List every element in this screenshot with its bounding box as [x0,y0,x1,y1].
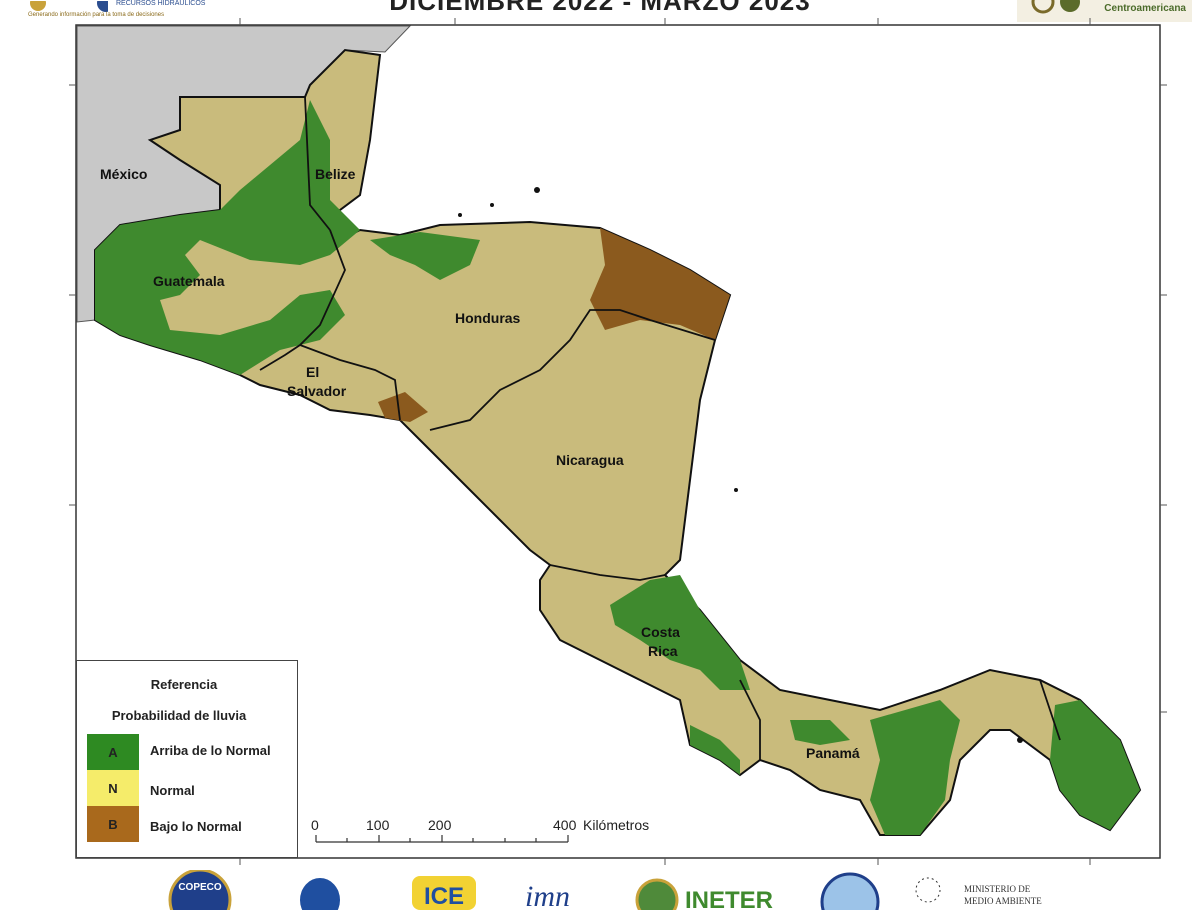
legend-label-normal: Normal [150,783,195,798]
legend-title: Referencia [150,677,218,692]
country-borders [259,96,1061,760]
logo-recursos-hidraulicos: RECURSOS HIDRÁULICOS Generando informaci… [28,0,206,22]
scale-label-400: 400 [553,817,577,833]
area-above-normal-osa [690,725,740,775]
logo-text: Centroamericana [1104,3,1186,14]
logo-imn: imn [515,870,605,915]
svg-text:MINISTERIO DE: MINISTERIO DE [964,884,1031,894]
logo-ineter: INETER [635,870,795,915]
region-above-normal [95,100,1140,835]
area-above-normal-costa-rica [610,575,750,690]
label-el-salvador-2: Salvador [287,383,347,399]
logo-text: RECURSOS HIDRÁULICOS [116,0,206,7]
area-above-normal-guatemala [95,100,360,375]
label-honduras: Honduras [455,310,521,326]
logo-emblem-icon [1031,0,1080,14]
legend-label-above: Arriba de lo Normal [150,743,271,758]
legend-label-below: Bajo lo Normal [150,819,242,834]
svg-text:MEDIO AMBIENTE: MEDIO AMBIENTE [964,896,1042,906]
footer-logos: COPECO ICE imn INETER MINISTERIO DE MEDIO… [0,862,1200,915]
graticule-ticks [69,18,1167,865]
label-mexico: México [100,166,147,182]
area-above-normal-panama-w [790,720,850,745]
logo-ministerio-medio-ambiente: MINISTERIO DE MEDIO AMBIENTE [910,870,1070,915]
logo-centroamericana: Centroamericana [1017,0,1192,22]
area-above-normal-panama-c [870,700,960,835]
legend-subtitle: Probabilidad de lluvia [111,708,247,723]
islands [458,187,1023,743]
legend-swatch-below: B [87,806,139,842]
label-panama: Panamá [806,745,860,761]
label-costa-rica-2: Rica [648,643,678,659]
label-nicaragua: Nicaragua [556,452,624,468]
area-below-normal-fonseca [378,392,428,422]
map-title: DICIEMBRE 2022 - MARZO 2023 [389,0,811,16]
label-belize: Belize [315,166,356,182]
scale-unit: Kilómetros [583,817,650,833]
scale-label-100: 100 [366,817,390,833]
logo-copeco: COPECO [165,868,235,915]
svg-text:COPECO: COPECO [178,882,222,893]
logo-ice: ICE [410,870,480,915]
scale-bar [315,835,569,843]
logo-seal [818,870,882,915]
legend-swatch-above: A [87,734,139,770]
scale-label-200: 200 [428,817,452,833]
legend: Referencia Probabilidad de lluvia A Arri… [76,660,298,858]
logo-tagline: Generando información para la toma de de… [28,12,165,18]
scale-label-0: 0 [311,817,319,833]
label-el-salvador-1: El [306,364,319,380]
svg-text:INETER: INETER [685,887,773,910]
area-above-normal-honduras [370,232,480,280]
label-guatemala: Guatemala [153,273,225,289]
legend-swatch-normal: N [87,770,139,806]
logo-blue-swoosh [298,870,348,915]
label-costa-rica-1: Costa [641,624,680,640]
svg-text:imn: imn [525,880,570,910]
area-above-normal-darien [1050,700,1140,830]
svg-text:ICE: ICE [424,883,464,910]
